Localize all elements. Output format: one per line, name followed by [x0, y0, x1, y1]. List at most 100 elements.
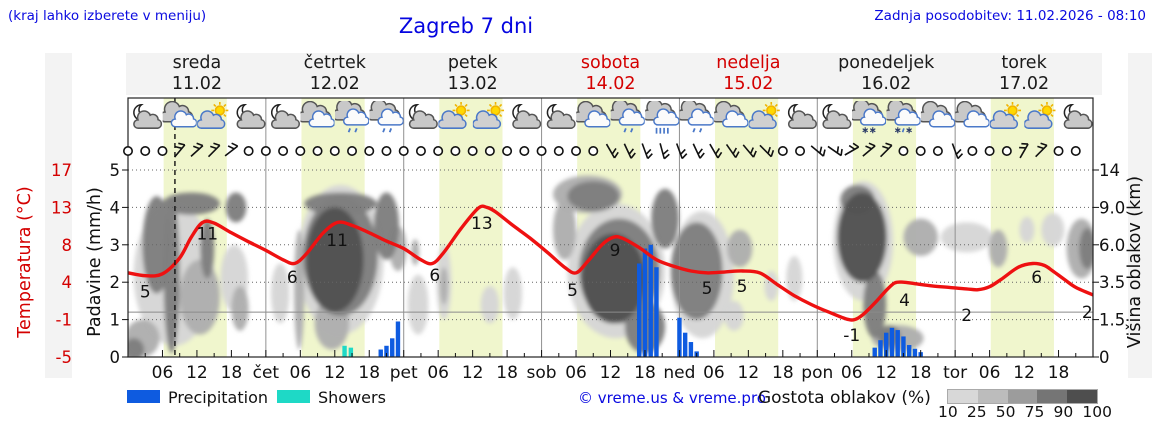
precip-bar [648, 244, 653, 357]
calm-wind-icon [450, 146, 461, 157]
legend-row: Precipitation Showers © vreme.us & vreme… [0, 388, 1152, 422]
calm-wind-icon [243, 146, 254, 157]
calm-wind-icon [777, 146, 788, 157]
precipitation-axis-title: Padavine (mm/h) [85, 187, 105, 337]
wind-barb-glyph [862, 142, 876, 157]
day-name: četrtek [304, 53, 367, 73]
wind-barb-glyph [725, 143, 740, 159]
density-stop-label: 100 [1082, 403, 1112, 421]
calm-wind-icon [329, 146, 340, 157]
temp-tick: -1 [56, 311, 72, 330]
precip-bar [654, 267, 659, 357]
cloud-blob [1019, 216, 1035, 243]
calm-wind-icon [123, 146, 134, 157]
hour-label: 06 [290, 363, 312, 383]
shower-bar [342, 345, 347, 357]
wind-barb-icon [692, 143, 705, 159]
cloud-blob [128, 338, 145, 357]
y-axis-labels: 17 5 14 13 4 9.0 8 3 6.0 4 2 3.5 -1 1 1.5 -5 0 0 [51, 161, 1125, 367]
precip-bar [637, 263, 642, 357]
calm-wind-icon [347, 146, 358, 157]
last-update-text: Zadnja posodobitev: 11.02.2026 - 08:10 [874, 8, 1146, 24]
density-stop-label: 25 [966, 403, 987, 421]
precip-bar [642, 248, 648, 357]
cloud-blob [877, 325, 901, 348]
cloud-blob [163, 196, 180, 354]
wind-barb-glyph [224, 142, 239, 157]
calm-wind-icon [398, 146, 409, 157]
hour-label: 06 [152, 363, 174, 383]
calm-wind-icon [1053, 146, 1064, 157]
wind-barb-icon [725, 143, 740, 159]
calm-wind-icon [795, 146, 806, 157]
copyright-link[interactable]: © vreme.us & vreme.pro [578, 389, 766, 407]
temperature-value-label: 5 [737, 277, 748, 297]
wind-barb-glyph [659, 143, 670, 160]
precip-bar [688, 342, 694, 357]
cloudheight-tick: 14 [1099, 161, 1120, 180]
temperature-curve [128, 204, 1093, 322]
shower-bar [348, 347, 354, 357]
cloud-blob [480, 285, 500, 324]
day-short-label: ned [663, 363, 695, 383]
cloudheight-tick: 9.0 [1099, 198, 1125, 217]
cloud-density-scale [947, 389, 1098, 404]
calm-wind-icon [312, 146, 323, 157]
hour-label: 12 [186, 363, 208, 383]
wind-barb-glyph [879, 142, 893, 158]
temperature-value-label: 6 [429, 266, 440, 286]
wind-barb-glyph [810, 145, 826, 157]
temperature-value-label: 11 [196, 225, 218, 245]
hour-label: 12 [600, 363, 622, 383]
precip-bar [912, 348, 918, 357]
calm-wind-icon [260, 146, 271, 157]
precip-tick: 4 [110, 198, 121, 217]
wind-barb-icon [173, 142, 186, 158]
hour-label: 12 [738, 363, 760, 383]
hour-label: 06 [565, 363, 587, 383]
cloud-blob [503, 267, 523, 320]
temperature-value-label: 2 [1082, 303, 1093, 323]
precipitation-bars [342, 244, 923, 357]
calm-wind-icon [1001, 146, 1012, 157]
hour-label: 18 [772, 363, 794, 383]
hour-label: 12 [462, 363, 484, 383]
calm-wind-icon [157, 146, 168, 157]
wind-barb-glyph [759, 144, 775, 158]
calm-wind-icon [519, 146, 530, 157]
hour-label: 06 [841, 363, 863, 383]
cloud-blob [231, 285, 249, 331]
menu-hint-note: (kraj lahko izberete v meniju) [8, 8, 207, 24]
density-segment [1037, 390, 1068, 403]
page-title: Zagreb 7 dni [398, 14, 534, 38]
wind-barb-icon [675, 143, 688, 160]
showers-swatch [277, 390, 310, 403]
wind-barb-glyph [1019, 142, 1029, 159]
cloud-blob [553, 199, 577, 260]
cloud-height-axis-title: Višina oblakov (km) [1125, 176, 1145, 348]
precip-bar [390, 338, 395, 357]
wind-barb-glyph [675, 143, 688, 160]
calm-wind-icon [278, 146, 289, 157]
wind-barb-glyph [844, 142, 860, 156]
wind-barb-icon [659, 143, 670, 160]
day-date: 17.02 [999, 74, 1049, 94]
temperature-value-label: 9 [610, 241, 621, 261]
cloudheight-tick: 3.5 [1099, 273, 1125, 292]
density-segment [948, 390, 978, 403]
day-date: 13.02 [448, 74, 498, 94]
showers-label: Showers [318, 388, 386, 407]
temperature-value-label: 2 [961, 306, 972, 326]
day-name: sobota [581, 53, 640, 73]
calm-wind-icon [467, 146, 478, 157]
calm-wind-icon [502, 146, 513, 157]
temp-tick: 13 [51, 198, 72, 217]
wind-barb-icon [742, 144, 757, 158]
calm-wind-icon [571, 146, 582, 157]
density-stop-label: 90 [1053, 403, 1074, 421]
density-stop-label: 10 [938, 403, 958, 421]
temperature-value-label: 5 [567, 281, 578, 301]
wind-barb-icon [190, 142, 204, 157]
day-date: 15.02 [723, 74, 773, 94]
